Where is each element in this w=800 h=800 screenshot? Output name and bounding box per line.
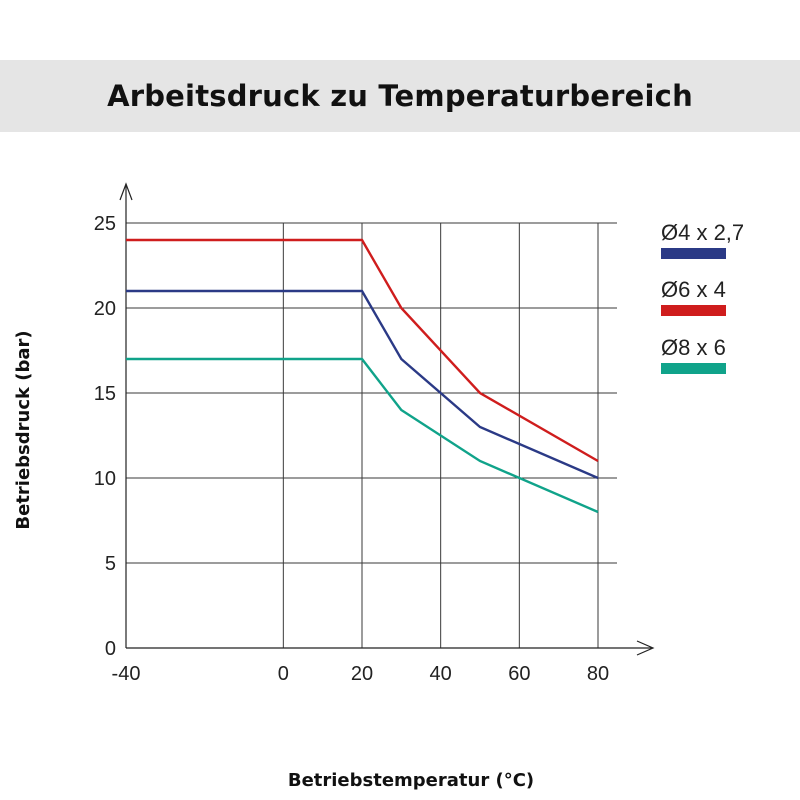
y-tick-label: 20: [94, 298, 116, 320]
x-tick-label: 0: [278, 663, 289, 685]
x-axis-title: Betriebstemperatur (°C): [288, 770, 534, 791]
series-lines: [126, 238, 599, 514]
x-tick-label: -40: [112, 663, 141, 685]
legend-swatch: [661, 248, 726, 259]
title-bar: Arbeitsdruck zu Temperaturbereich: [0, 60, 800, 132]
tick-labels: 0 5 10 15 20 25 -40 0 20 40 60 80: [94, 213, 609, 685]
legend-label: Ø6 x 4: [661, 277, 726, 302]
y-tick-label: 25: [94, 213, 116, 235]
y-tick-label: 15: [94, 383, 116, 405]
legend-swatch: [661, 305, 726, 316]
legend-swatch: [661, 363, 726, 374]
x-tick-label: 80: [587, 663, 609, 685]
legend-label: Ø8 x 6: [661, 335, 726, 360]
legend-label: Ø4 x 2,7: [661, 220, 744, 245]
chart-title: Arbeitsdruck zu Temperaturbereich: [107, 79, 693, 113]
series-line-1: [126, 289, 599, 480]
x-axis-arrow: [636, 640, 655, 656]
y-axis-title: Betriebsdruck (bar): [13, 330, 34, 529]
y-tick-label: 5: [105, 553, 116, 575]
legend: Ø4 x 2,7 Ø6 x 4 Ø8 x 6: [661, 220, 744, 374]
y-tick-label: 10: [94, 468, 116, 490]
y-tick-label: 0: [105, 638, 116, 660]
x-tick-label: 60: [508, 663, 530, 685]
grid: [126, 222, 617, 648]
x-tick-label: 20: [351, 663, 373, 685]
x-tick-label: 40: [430, 663, 452, 685]
series-line-2: [126, 238, 599, 463]
series-line-3: [126, 357, 599, 514]
axes: [119, 182, 655, 656]
y-axis-arrow: [119, 182, 133, 201]
